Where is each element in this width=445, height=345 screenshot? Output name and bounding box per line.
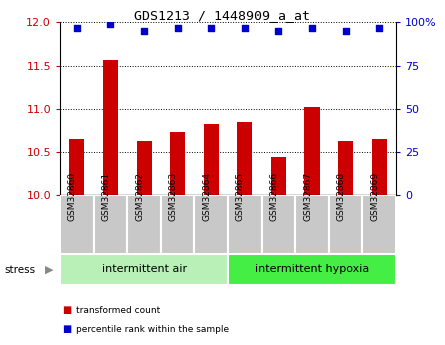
Text: ■: ■ bbox=[62, 306, 72, 315]
Text: GSM32869: GSM32869 bbox=[370, 172, 379, 221]
Text: GSM32864: GSM32864 bbox=[202, 172, 211, 221]
Bar bbox=[362, 195, 396, 254]
Text: GSM32867: GSM32867 bbox=[303, 172, 312, 221]
Text: GSM32863: GSM32863 bbox=[169, 172, 178, 221]
Bar bbox=[228, 254, 396, 285]
Point bbox=[141, 28, 148, 34]
Bar bbox=[127, 195, 161, 254]
Text: GSM32861: GSM32861 bbox=[101, 172, 110, 221]
Point bbox=[275, 28, 282, 34]
Bar bbox=[228, 195, 262, 254]
Bar bbox=[329, 195, 363, 254]
Bar bbox=[237, 122, 252, 195]
Point bbox=[241, 25, 248, 30]
Text: GSM32868: GSM32868 bbox=[337, 172, 346, 221]
Bar bbox=[60, 195, 94, 254]
Point bbox=[376, 25, 383, 30]
Bar bbox=[170, 132, 185, 195]
Bar bbox=[304, 107, 320, 195]
Text: stress: stress bbox=[4, 265, 36, 275]
Point bbox=[208, 25, 215, 30]
Bar bbox=[94, 195, 127, 254]
Bar bbox=[194, 195, 228, 254]
Bar bbox=[262, 195, 295, 254]
Bar bbox=[69, 139, 85, 195]
Text: GSM32862: GSM32862 bbox=[135, 172, 144, 221]
Bar bbox=[103, 59, 118, 195]
Text: intermittent air: intermittent air bbox=[101, 264, 186, 274]
Text: GSM32860: GSM32860 bbox=[68, 172, 77, 221]
Point bbox=[342, 28, 349, 34]
Point bbox=[107, 21, 114, 27]
Text: GSM32865: GSM32865 bbox=[236, 172, 245, 221]
Bar bbox=[60, 254, 228, 285]
Bar bbox=[204, 124, 219, 195]
Text: percentile rank within the sample: percentile rank within the sample bbox=[76, 325, 229, 334]
Text: ▶: ▶ bbox=[44, 265, 53, 275]
Bar bbox=[372, 139, 387, 195]
Bar bbox=[137, 141, 152, 195]
Text: GSM32866: GSM32866 bbox=[270, 172, 279, 221]
Point bbox=[73, 25, 81, 30]
Text: transformed count: transformed count bbox=[76, 306, 160, 315]
Point bbox=[174, 25, 181, 30]
Bar bbox=[295, 195, 329, 254]
Text: ■: ■ bbox=[62, 325, 72, 334]
Bar bbox=[338, 141, 353, 195]
Point bbox=[308, 25, 316, 30]
Text: GDS1213 / 1448909_a_at: GDS1213 / 1448909_a_at bbox=[134, 9, 311, 22]
Bar bbox=[271, 157, 286, 195]
Bar bbox=[161, 195, 194, 254]
Text: intermittent hypoxia: intermittent hypoxia bbox=[255, 264, 369, 274]
